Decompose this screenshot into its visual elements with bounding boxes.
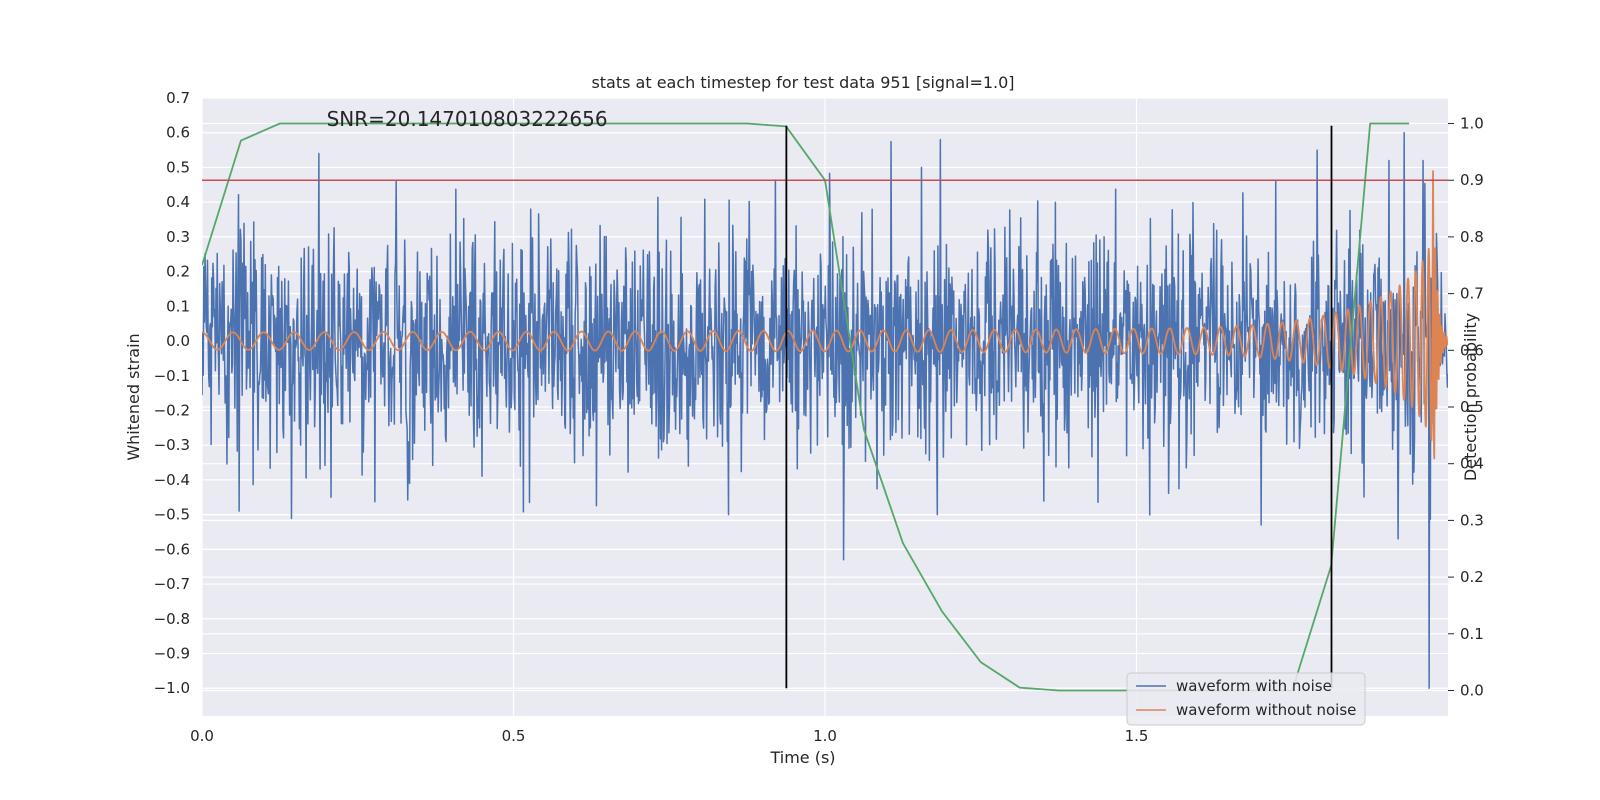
x-axis-ticks: 0.0 0.5 1.0 1.5 — [190, 727, 1148, 745]
x-tick-label: 0.5 — [502, 727, 526, 745]
y2-tick-label: 0.4 — [1460, 455, 1484, 473]
y-tick-label: 0.1 — [166, 297, 190, 315]
series-waveform-without-noise — [202, 170, 1448, 460]
y-tick-label: −0.4 — [154, 471, 190, 489]
y2-tick-label: 0.1 — [1460, 625, 1484, 643]
vertical-markers — [785, 125, 1333, 689]
legend-label-without-noise: waveform without noise — [1176, 701, 1356, 719]
y-tick-label: −0.1 — [154, 367, 190, 385]
legend: waveform with noise waveform without noi… — [1126, 672, 1366, 726]
y2-axis-label: Detection probability — [1461, 313, 1480, 481]
x-tick-label: 1.5 — [1125, 727, 1149, 745]
y2-tick-label: 0.2 — [1460, 568, 1484, 586]
y2-tick-label: 1.0 — [1460, 115, 1484, 133]
y-axis-label: Whitened strain — [124, 333, 143, 460]
chart-title: stats at each timestep for test data 951… — [591, 73, 1014, 92]
y-tick-label: 0.7 — [166, 89, 190, 107]
y-tick-label: 0.6 — [166, 124, 190, 142]
y-tick-label: −0.8 — [154, 610, 190, 628]
y-tick-label: −0.5 — [154, 506, 190, 524]
y-axis-ticks: 0.7 0.6 0.5 0.4 0.3 0.2 0.1 0.0 −0.1 −0.2 −0.3 −0.4… — [154, 89, 190, 697]
y2-tick-label: 0.7 — [1460, 285, 1484, 303]
y-tick-label: −0.3 — [154, 436, 190, 454]
y2-axis-ticks: 1.0 0.9 0.8 0.7 0.6 0.5 0.4 0.3 0.2 0.1 0.0 — [1448, 115, 1484, 699]
y2-tick-label: 0.5 — [1460, 398, 1484, 416]
y-tick-label: −0.6 — [154, 540, 190, 558]
y-tick-label: 0.4 — [166, 193, 190, 211]
y-tick-label: −0.9 — [154, 645, 190, 663]
y2-tick-label: 0.6 — [1460, 341, 1484, 359]
y-tick-label: 0.2 — [166, 263, 190, 281]
y2-tick-label: 0.9 — [1460, 171, 1484, 189]
y-tick-label: 0.0 — [166, 332, 190, 350]
y2-tick-label: 0.8 — [1460, 228, 1484, 246]
y-tick-label: 0.3 — [166, 228, 190, 246]
legend-label-with-noise: waveform with noise — [1176, 677, 1332, 695]
x-tick-label: 1.0 — [813, 727, 837, 745]
y-tick-label: −0.2 — [154, 401, 190, 419]
snr-annotation: SNR=20.147010803222656 — [327, 107, 608, 131]
y2-tick-label: 0.3 — [1460, 511, 1484, 529]
x-axis-label: Time (s) — [769, 748, 835, 767]
y-tick-label: −0.7 — [154, 575, 190, 593]
y-tick-label: 0.5 — [166, 158, 190, 176]
y2-tick-label: 0.0 — [1460, 681, 1484, 699]
y-tick-label: −1.0 — [154, 679, 190, 697]
legend-box — [1126, 672, 1366, 726]
x-tick-label: 0.0 — [190, 727, 214, 745]
